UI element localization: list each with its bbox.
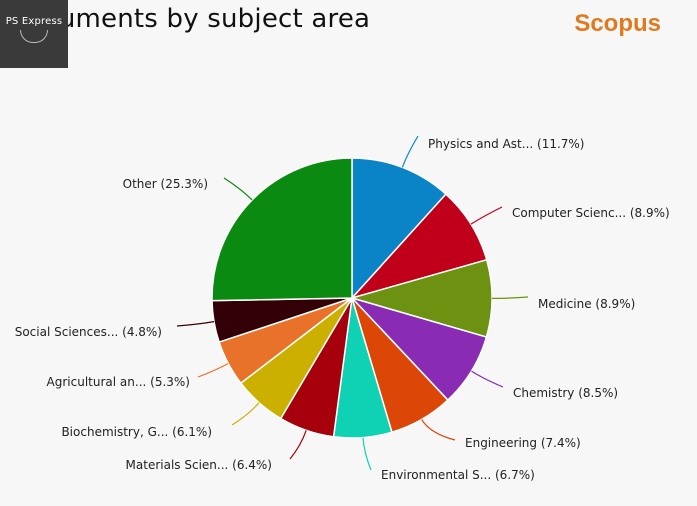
leader-line [421, 419, 456, 441]
slice-label: Chemistry (8.5%) [513, 386, 618, 400]
watermark-text: PS Express [5, 15, 63, 27]
pie-slices [211, 157, 493, 439]
pie-slice [211, 157, 353, 302]
leader-line [470, 206, 503, 225]
slice-label: Agricultural an... (5.3%) [47, 375, 190, 389]
leader-line [197, 362, 229, 378]
scopus-logo: Scopus [574, 10, 661, 37]
leader-line [223, 177, 253, 201]
leader-line [176, 321, 215, 327]
slice-label: Social Sciences... (4.8%) [15, 325, 162, 339]
slice-label: Computer Scienc... (8.9%) [512, 206, 670, 220]
pie-slice [351, 157, 447, 300]
leader-line [362, 437, 372, 471]
leader-line [231, 402, 260, 426]
slice-label: Medicine (8.9%) [538, 297, 635, 311]
slice-label: Physics and Ast... (11.7%) [428, 137, 585, 151]
leader-line [289, 430, 307, 460]
slice-label: Other (25.3%) [123, 177, 208, 191]
slice-label: Biochemistry, G... (6.1%) [61, 425, 212, 439]
slice-labels: Physics and Ast... (11.7%) Computer Scien… [15, 137, 670, 482]
slice-label: Engineering (7.4%) [465, 436, 581, 450]
chart-title: Documents by subject area [8, 4, 371, 34]
leader-lines [176, 135, 529, 471]
leader-line [491, 296, 529, 300]
leader-line [471, 370, 504, 388]
watermark-badge: PS Express [0, 0, 68, 68]
leader-line [401, 135, 419, 168]
slice-label: Environmental S... (6.7%) [381, 468, 535, 482]
slice-label: Materials Scien... (6.4%) [126, 458, 272, 472]
